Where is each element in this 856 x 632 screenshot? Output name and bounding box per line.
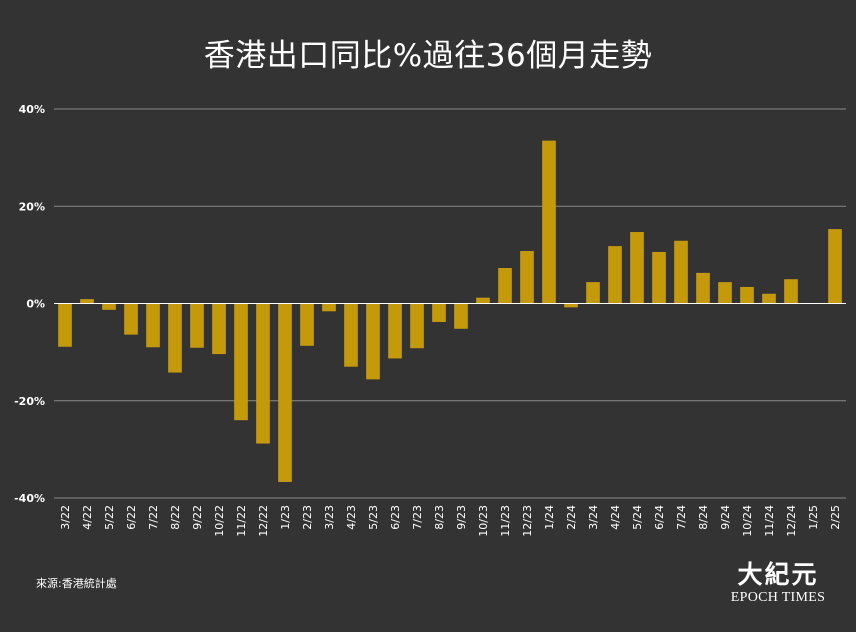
x-tick-label: 7/23 (411, 505, 424, 530)
bar-11-23 (498, 268, 512, 304)
bar-7-24 (674, 240, 688, 304)
bar-1-24 (542, 140, 556, 304)
bar-5-22 (102, 303, 116, 310)
bar-3-22 (58, 303, 72, 347)
x-tick-label: 9/24 (719, 505, 732, 530)
bar-12-23 (520, 250, 534, 304)
bar-4-24 (608, 246, 622, 304)
x-tick-label: 10/24 (741, 505, 754, 537)
logo-english-text: EPOCH TIMES (730, 590, 826, 605)
x-tick-label: 1/23 (279, 505, 292, 530)
x-tick-label: 5/24 (631, 505, 644, 530)
y-tick-label: 20% (19, 200, 45, 213)
bar-8-24 (696, 272, 710, 304)
x-tick-label: 8/22 (169, 505, 182, 530)
x-tick-label: 3/22 (59, 505, 72, 530)
x-tick-label: 5/22 (103, 505, 116, 530)
bar-2-25 (828, 229, 842, 304)
x-tick-label: 8/23 (433, 505, 446, 530)
bar-2-24 (564, 303, 578, 308)
x-tick-label: 11/23 (499, 505, 512, 537)
x-tick-label: 11/24 (763, 505, 776, 537)
x-tick-label: 6/23 (389, 505, 402, 530)
x-tick-label: 7/22 (147, 505, 160, 530)
x-tick-label: 1/24 (543, 505, 556, 530)
y-tick-label: 0% (26, 298, 45, 311)
bar-3-24 (586, 282, 600, 304)
x-tick-label: 6/22 (125, 505, 138, 530)
bar-5-23 (366, 303, 380, 380)
x-tick-label: 9/22 (191, 505, 204, 530)
x-tick-label: 4/22 (81, 505, 94, 530)
x-tick-label: 9/23 (455, 505, 468, 530)
y-tick-label: -40% (14, 492, 45, 505)
x-tick-label: 2/25 (829, 505, 842, 530)
bar-10-22 (212, 303, 226, 355)
bar-4-22 (80, 299, 94, 304)
bar-11-24 (762, 293, 776, 304)
bar-12-22 (256, 303, 270, 444)
x-tick-label: 3/23 (323, 505, 336, 530)
x-tick-label: 1/25 (807, 505, 820, 530)
x-tick-label: 12/24 (785, 505, 798, 537)
logo-chinese-text: 大紀元 (737, 560, 819, 589)
y-tick-label: 40% (19, 103, 45, 116)
bar-8-23 (432, 303, 446, 322)
x-tick-label: 2/23 (301, 505, 314, 530)
x-tick-label: 4/24 (609, 505, 622, 530)
x-tick-label: 10/22 (213, 505, 226, 537)
x-tick-label: 4/23 (345, 505, 358, 530)
source-note: 來源:香港統計處 (36, 577, 117, 590)
bar-6-22 (124, 303, 138, 335)
x-tick-label: 7/24 (675, 505, 688, 530)
x-tick-label: 11/22 (235, 505, 248, 537)
bar-10-23 (476, 297, 490, 304)
y-tick-label: -20% (14, 395, 45, 408)
bar-2-23 (300, 303, 314, 346)
bar-5-24 (630, 232, 644, 304)
x-tick-label: 5/23 (367, 505, 380, 530)
bar-7-22 (146, 303, 160, 348)
chart-title: 香港出口同比%過往36個月走勢 (203, 38, 653, 74)
bar-12-24 (784, 279, 798, 304)
x-tick-label: 12/23 (521, 505, 534, 537)
bar-9-22 (190, 303, 204, 348)
bar-10-24 (740, 286, 754, 304)
bar-11-22 (234, 303, 248, 421)
epoch-times-logo: 大紀元 EPOCH TIMES (726, 560, 830, 606)
bar-6-23 (388, 303, 402, 359)
x-tick-label: 8/24 (697, 505, 710, 530)
x-tick-label: 3/24 (587, 505, 600, 530)
x-tick-label: 6/24 (653, 505, 666, 530)
bar-8-22 (168, 303, 182, 373)
bar-3-23 (322, 303, 336, 312)
bar-9-24 (718, 282, 732, 304)
bar-7-23 (410, 303, 424, 349)
bar-4-23 (344, 303, 358, 367)
bar-9-23 (454, 303, 468, 329)
bar-1-23 (278, 303, 292, 482)
x-tick-label: 2/24 (565, 505, 578, 530)
x-tick-label: 12/22 (257, 505, 270, 537)
x-tick-label: 10/23 (477, 505, 490, 537)
bar-6-24 (652, 251, 666, 304)
